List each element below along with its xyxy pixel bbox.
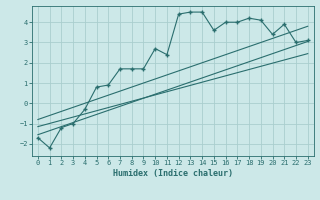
X-axis label: Humidex (Indice chaleur): Humidex (Indice chaleur) [113,169,233,178]
